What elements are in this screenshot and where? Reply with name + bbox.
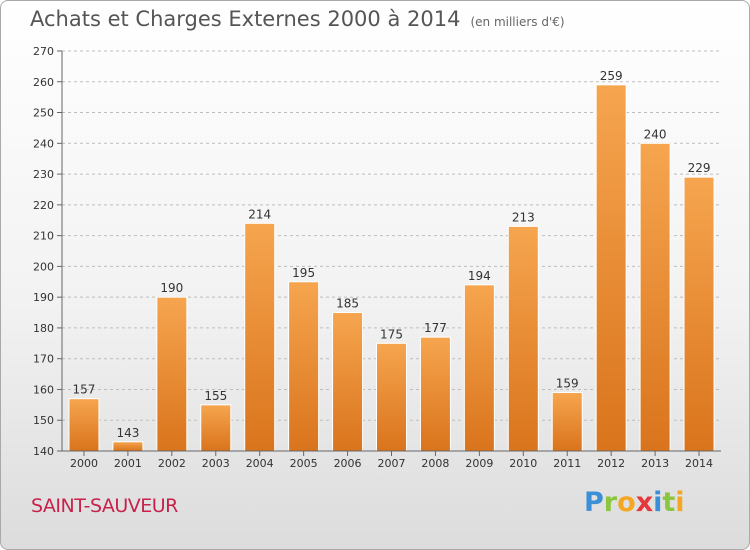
- y-tick-label: 200: [33, 260, 54, 273]
- bar-2004: [244, 222, 276, 452]
- data-label: 259: [600, 69, 623, 83]
- title-unit: (en milliers d'€): [470, 15, 565, 29]
- x-tick-label: 2010: [509, 457, 537, 470]
- bar-2012: [595, 84, 627, 452]
- logo-letter: P: [584, 487, 604, 518]
- bar-2000: [68, 398, 100, 452]
- x-tick-label: 2006: [334, 457, 362, 470]
- x-tick-label: 2009: [465, 457, 493, 470]
- y-tick-label: 140: [33, 445, 54, 458]
- y-tick-label: 160: [33, 383, 54, 396]
- y-tick-label: 190: [33, 291, 54, 304]
- x-tick-label: 2001: [114, 457, 142, 470]
- bar-2009: [463, 284, 495, 452]
- city-name: SAINT-SAUVEUR: [31, 495, 178, 517]
- data-label: 214: [248, 207, 271, 221]
- y-tick-label: 220: [33, 199, 54, 212]
- bar-2014: [683, 176, 715, 452]
- bar-2002: [156, 296, 188, 452]
- bar-2005: [288, 281, 320, 452]
- data-label: 157: [73, 383, 96, 397]
- logo-letter: o: [617, 487, 636, 518]
- proxiti-logo: Proxiti: [584, 487, 685, 518]
- data-label: 185: [336, 297, 359, 311]
- x-tick-label: 2002: [158, 457, 186, 470]
- bar-2001: [112, 441, 144, 452]
- x-tick-label: 2007: [378, 457, 406, 470]
- x-tick-label: 2004: [246, 457, 274, 470]
- bar-2003: [200, 404, 232, 452]
- x-tick-label: 2000: [70, 457, 98, 470]
- bar-2008: [419, 336, 451, 452]
- data-label: 195: [292, 266, 315, 280]
- bar-2006: [332, 312, 364, 452]
- logo-letter: x: [635, 487, 654, 518]
- bar-2011: [551, 392, 583, 452]
- data-label: 159: [556, 377, 579, 391]
- y-tick-label: 170: [33, 353, 54, 366]
- data-label: 155: [204, 389, 227, 403]
- data-label: 213: [512, 210, 535, 224]
- y-tick-label: 270: [33, 45, 54, 58]
- logo-letter: i: [675, 487, 685, 518]
- data-label: 240: [644, 127, 667, 141]
- data-label: 190: [160, 281, 183, 295]
- y-tick-label: 240: [33, 137, 54, 150]
- x-tick-label: 2008: [421, 457, 449, 470]
- bar-2013: [639, 142, 671, 452]
- bar-2007: [376, 342, 407, 452]
- data-label: 175: [380, 327, 403, 341]
- chart-title: Achats et Charges Externes 2000 à 2014 (e…: [30, 7, 565, 31]
- x-tick-label: 2013: [641, 457, 669, 470]
- y-tick-label: 150: [33, 414, 54, 427]
- x-tick-label: 2012: [597, 457, 625, 470]
- data-label: 143: [116, 426, 139, 440]
- y-tick-label: 250: [33, 107, 54, 120]
- x-tick-label: 2003: [202, 457, 230, 470]
- y-tick-label: 260: [33, 76, 54, 89]
- y-tick-label: 210: [33, 230, 54, 243]
- data-label: 229: [688, 161, 711, 175]
- bar-2010: [507, 225, 539, 452]
- title-text: Achats et Charges Externes 2000 à 2014: [30, 7, 461, 31]
- y-tick-label: 180: [33, 322, 54, 335]
- y-tick-label: 230: [33, 168, 54, 181]
- logo-letter: i: [653, 487, 663, 518]
- logo-letter: r: [603, 487, 618, 518]
- x-tick-label: 2005: [290, 457, 318, 470]
- data-label: 177: [424, 321, 447, 335]
- logo-letter: t: [662, 487, 676, 518]
- data-label: 194: [468, 269, 491, 283]
- x-tick-label: 2011: [553, 457, 581, 470]
- x-tick-label: 2014: [685, 457, 713, 470]
